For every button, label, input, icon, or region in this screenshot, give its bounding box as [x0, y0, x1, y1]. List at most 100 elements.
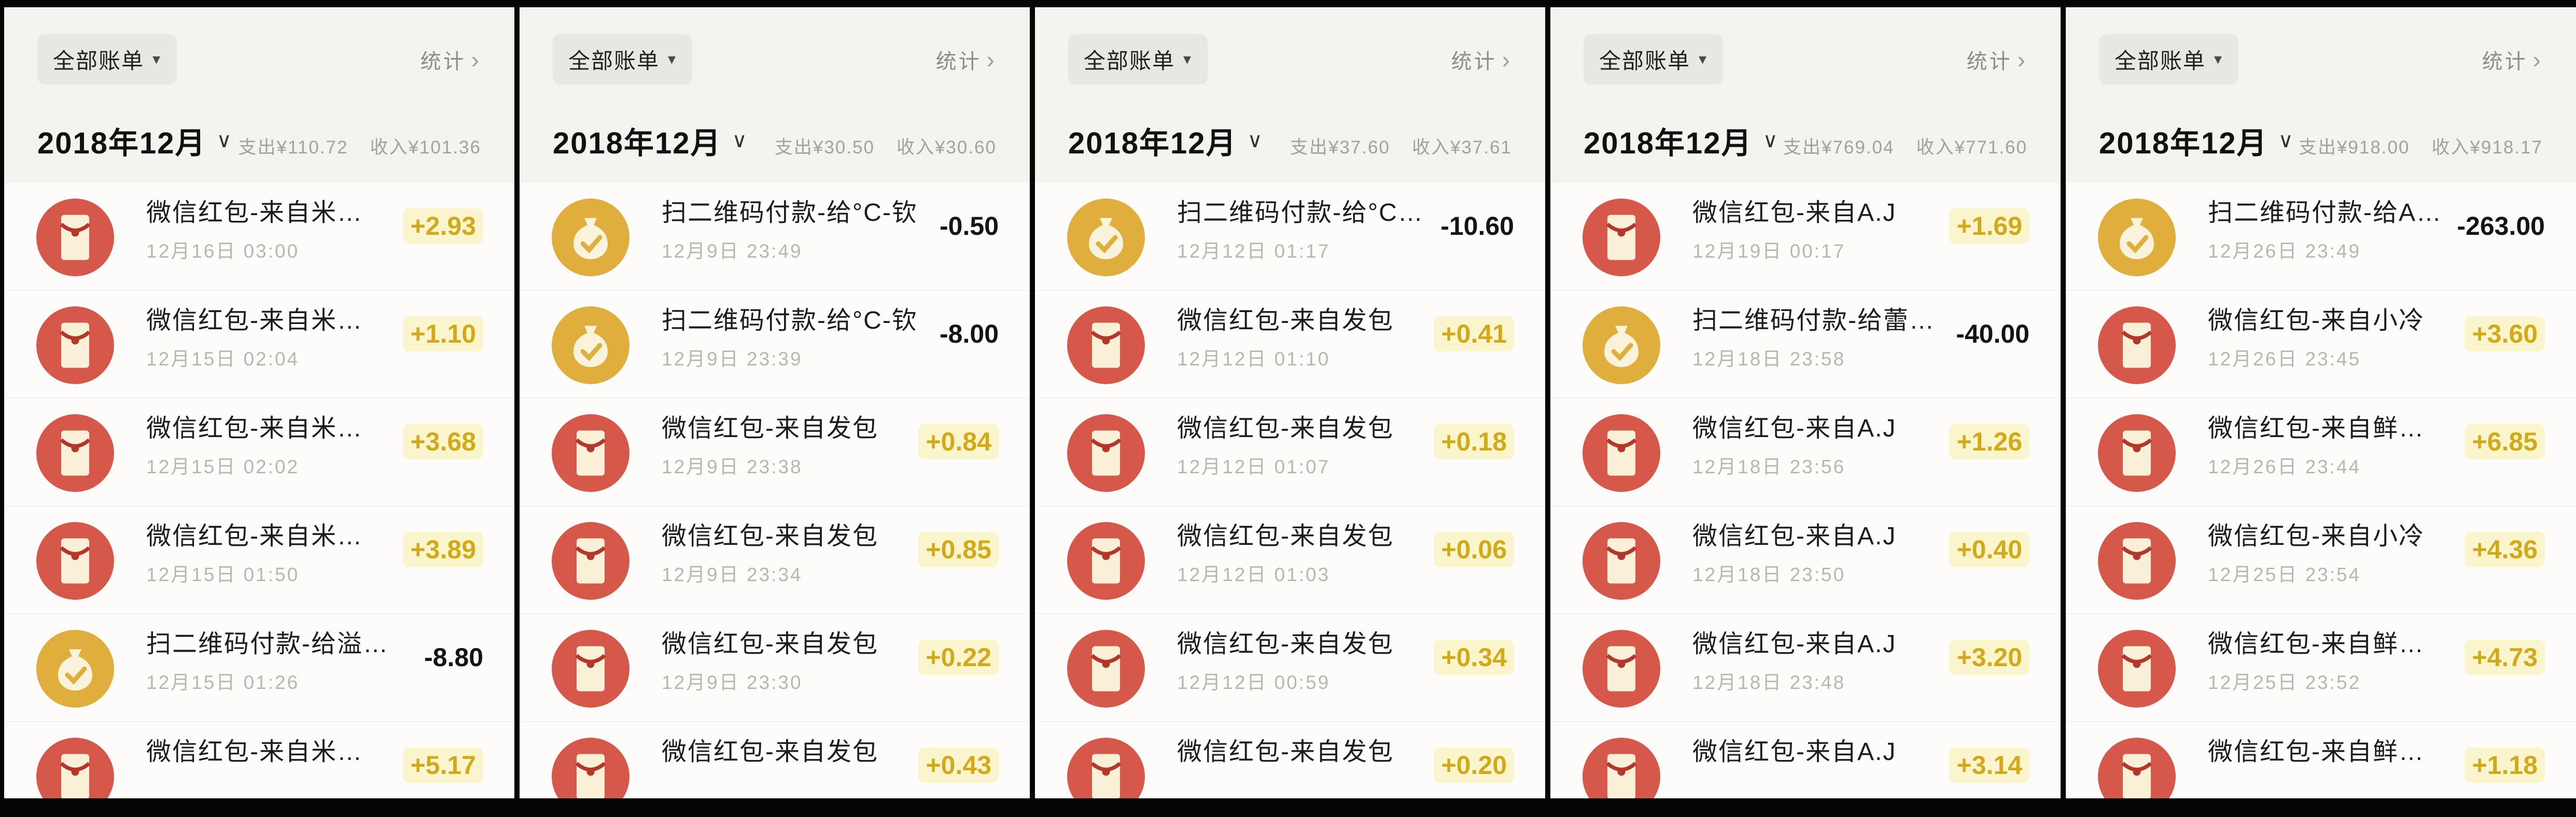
bill-filter-button[interactable]: 全部账单 ▾: [553, 34, 693, 84]
transaction-date: 12月25日 23:52: [2208, 672, 2361, 694]
transaction-row[interactable]: 微信红包-来自发包 12月9日 23:34 +0.85: [520, 506, 1030, 615]
caret-down-icon: ▾: [1699, 51, 1708, 68]
statistics-label: 统计: [1966, 50, 2012, 73]
transaction-icon: [1583, 630, 1660, 708]
statistics-link[interactable]: 统计 ›: [2482, 45, 2543, 75]
transaction-amount: +0.18: [1434, 424, 1514, 460]
transaction-icon: [552, 738, 629, 798]
transaction-row[interactable]: 微信红包-来自鲜海洋… 12月26日 23:44 +6.85: [2066, 399, 2576, 507]
statistics-link[interactable]: 统计 ›: [421, 45, 481, 75]
transaction-row[interactable]: 微信红包-来自鲜海洋… +1.18: [2066, 722, 2576, 798]
transaction-amount: +1.18: [2465, 748, 2545, 783]
chevron-right-icon: ›: [2532, 46, 2543, 73]
expense-total: 支出¥110.72: [238, 137, 348, 158]
transaction-icon: [36, 414, 114, 492]
bill-filter-button[interactable]: 全部账单 ▾: [2099, 34, 2239, 84]
statistics-link[interactable]: 统计 ›: [1967, 45, 2027, 75]
transaction-amount: -8.00: [940, 319, 999, 349]
panel-header: 全部账单 ▾ 统计 › 2018年12月 ∨ 支出¥30.50 收入¥30.60: [520, 7, 1030, 184]
transaction-title: 微信红包-来自发包: [1177, 415, 1394, 443]
transaction-title: 微信红包-来自鲜海洋…: [2208, 415, 2449, 443]
red-envelope-icon: [36, 414, 114, 492]
transaction-date: 12月26日 23:49: [2208, 241, 2361, 262]
transaction-row[interactable]: 微信红包-来自小冷 12月26日 23:45 +3.60: [2066, 291, 2576, 399]
transaction-title: 微信红包-来自发包: [1177, 523, 1394, 551]
transaction-row[interactable]: 扫二维码付款-给A❀... 12月26日 23:49 -263.00: [2066, 183, 2576, 291]
month-summary: 支出¥918.00 收入¥918.17: [2299, 133, 2543, 162]
transaction-row[interactable]: 微信红包-来自发包 12月12日 00:59 +0.34: [1035, 614, 1545, 723]
bill-filter-button[interactable]: 全部账单 ▾: [37, 34, 177, 84]
income-total: 收入¥101.36: [370, 137, 481, 158]
caret-down-icon: ▾: [668, 51, 677, 68]
transaction-row[interactable]: 微信红包-来自A.J 12月18日 23:48 +3.20: [1550, 614, 2061, 723]
transaction-row[interactable]: 扫二维码付款-给°C-钦 12月12日 01:17 -10.60: [1035, 183, 1545, 291]
transaction-row[interactable]: 微信红包-来自发包 +0.43: [520, 722, 1030, 798]
chevron-down-icon: ∨: [732, 129, 748, 152]
transaction-date: 12月19日 00:17: [1692, 241, 1846, 262]
bill-filter-button[interactable]: 全部账单 ▾: [1068, 34, 1208, 84]
transaction-row[interactable]: 扫二维码付款-给°C-钦 12月9日 23:49 -0.50: [520, 183, 1030, 291]
panel-header: 全部账单 ▾ 统计 › 2018年12月 ∨ 支出¥37.60 收入¥37.61: [1035, 7, 1545, 184]
transaction-row[interactable]: 微信红包-来自发包 12月12日 01:07 +0.18: [1035, 399, 1545, 507]
transaction-row[interactable]: 微信红包-来自发包 12月9日 23:30 +0.22: [520, 614, 1030, 723]
transaction-row[interactable]: 微信红包-来自小冷 12月25日 23:54 +4.36: [2066, 506, 2576, 615]
transaction-date: 12月18日 23:48: [1692, 672, 1846, 694]
bill-filter-label: 全部账单: [53, 49, 145, 73]
transaction-row[interactable]: 微信红包-来自A.J 12月18日 23:50 +0.40: [1550, 506, 2061, 615]
red-envelope-icon: [1067, 630, 1145, 708]
transaction-amount: +0.22: [918, 640, 999, 675]
transaction-amount: -8.80: [424, 643, 483, 672]
statistics-link[interactable]: 统计 ›: [936, 45, 997, 75]
statistics-link[interactable]: 统计 ›: [1451, 45, 1512, 75]
chevron-right-icon: ›: [471, 46, 481, 73]
red-envelope-icon: [2098, 522, 2176, 600]
transaction-row[interactable]: 微信红包-来自鲜海洋… 12月25日 23:52 +4.73: [2066, 614, 2576, 723]
panel-header: 全部账单 ▾ 统计 › 2018年12月 ∨ 支出¥769.04 收入¥771.60: [1550, 7, 2061, 184]
transaction-icon: [2098, 199, 2176, 277]
red-envelope-icon: [36, 738, 114, 798]
transaction-row[interactable]: 扫二维码付款-给溢滦好... 12月15日 01:26 -8.80: [4, 614, 514, 723]
transaction-amount: +2.93: [403, 208, 483, 244]
chevron-down-icon: ∨: [1762, 129, 1779, 152]
transaction-title: 微信红包-来自鲜海洋…: [2208, 630, 2449, 658]
transaction-date: 12月16日 03:00: [146, 241, 300, 262]
transaction-list: 扫二维码付款-给°C-钦 12月9日 23:49 -0.50 扫二维码付款-给°C…: [520, 183, 1030, 798]
transaction-row[interactable]: 微信红包-来自发包 12月12日 01:03 +0.06: [1035, 506, 1545, 615]
transaction-icon: [36, 738, 114, 798]
red-envelope-icon: [2098, 738, 2176, 798]
transaction-amount: +0.20: [1434, 748, 1514, 783]
month-selector[interactable]: 2018年12月 ∨: [2099, 126, 2294, 161]
transaction-amount: +3.20: [1949, 640, 2029, 675]
transaction-title: 扫二维码付款-给溢滦好...: [146, 630, 409, 658]
transaction-row[interactable]: 微信红包-来自A.J 12月18日 23:56 +1.26: [1550, 399, 2061, 507]
transaction-row[interactable]: 微信红包-来自A.J 12月19日 00:17 +1.69: [1550, 183, 2061, 291]
transaction-date: 12月15日 01:50: [146, 564, 300, 586]
transaction-row[interactable]: 微信红包-来自A.J +3.14: [1550, 722, 2061, 798]
bill-panel: 全部账单 ▾ 统计 › 2018年12月 ∨ 支出¥918.00 收入¥918.17 扫…: [2066, 7, 2576, 798]
month-selector[interactable]: 2018年12月 ∨: [553, 126, 748, 161]
transaction-row[interactable]: 微信红包-来自发包 +0.20: [1035, 722, 1545, 798]
transaction-date: 12月9日 23:34: [662, 564, 803, 586]
month-selector[interactable]: 2018年12月 ∨: [37, 126, 233, 161]
month-selector[interactable]: 2018年12月 ∨: [1584, 126, 1779, 161]
transaction-row[interactable]: 扫二维码付款-给蕾蕾的... 12月18日 23:58 -40.00: [1550, 291, 2061, 399]
transaction-amount: +0.40: [1949, 532, 2029, 568]
expense-total: 支出¥769.04: [1783, 137, 1895, 158]
transaction-title: 微信红包-来自米赛尔12-...: [146, 415, 388, 443]
transaction-icon: [36, 306, 114, 385]
transaction-row[interactable]: 扫二维码付款-给°C-钦 12月9日 23:39 -8.00: [520, 291, 1030, 399]
transaction-date: 12月18日 23:58: [1692, 348, 1846, 370]
transaction-row[interactable]: 微信红包-来自发包 12月9日 23:38 +0.84: [520, 399, 1030, 507]
transaction-amount: +0.43: [918, 748, 999, 783]
bill-filter-button[interactable]: 全部账单 ▾: [1584, 34, 1724, 84]
transaction-amount: -10.60: [1440, 212, 1514, 241]
transaction-row[interactable]: 微信红包-来自发包 12月12日 01:10 +0.41: [1035, 291, 1545, 399]
month-selector[interactable]: 2018年12月 ∨: [1068, 126, 1264, 161]
money-bag-icon: [552, 199, 629, 277]
red-envelope-icon: [1067, 414, 1145, 492]
